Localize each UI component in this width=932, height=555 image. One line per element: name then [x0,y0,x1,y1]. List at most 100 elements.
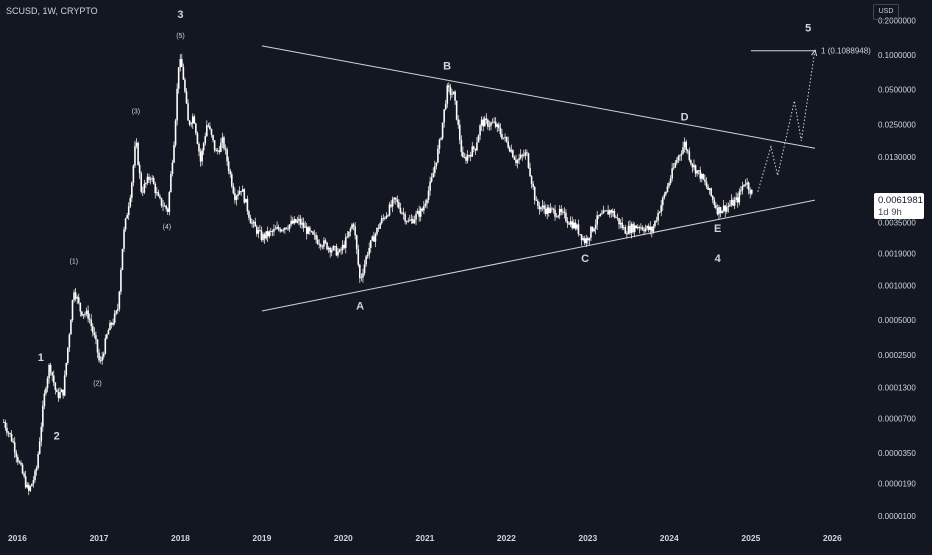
candle-body [666,186,669,192]
candle-body [704,179,706,182]
candle-body [176,88,178,121]
candle-body [160,198,163,206]
candle-body [391,199,394,207]
candle-body [251,223,253,224]
candle-body [93,332,96,336]
candle-body [415,213,417,220]
candle-body [24,476,27,488]
candle-body [116,308,119,311]
candle-body [605,210,608,212]
candle-body [365,256,367,265]
candle-body [374,234,377,242]
wave-labels-layer: 3 (5) (3) (4) (1) (2) 1 2 A B C D E 4 5 [38,9,812,443]
time-axis[interactable]: 2016 2017 2018 2019 2020 2021 2022 2023 2024 2025… [8,533,842,543]
candle-body [679,155,681,157]
candle-body [533,186,536,201]
candle-body [612,210,614,213]
candle-body [299,218,302,225]
candle-body [455,100,458,120]
candle-body [601,213,603,215]
candle-body [162,205,164,207]
candle-body [199,151,202,162]
candle-body [166,208,169,212]
candle-body [574,222,577,229]
candle-body [680,153,683,156]
candle-body [57,392,60,398]
candle-body [388,204,391,216]
candle-body [229,170,232,175]
candle-body [188,120,191,125]
candle-body [626,233,628,235]
candle-body [410,219,413,221]
candle-body [572,222,575,229]
candle-body [2,422,5,424]
candle-body [148,176,150,180]
candle-body [191,116,194,124]
candle-body [210,129,213,135]
time-tick-label: 2017 [90,533,109,543]
candle-body [524,152,527,156]
candle-body [348,231,350,237]
candle-body [110,322,113,325]
candle-body [338,249,341,252]
candle-body [515,159,517,164]
currency-button[interactable]: USD [873,4,899,20]
candle-body [335,246,338,256]
wave-label: (2) [93,381,102,388]
candle-body [234,193,236,201]
price-tick-label: 0.0000350 [878,449,916,458]
candle-body [170,173,172,193]
candle-body [587,238,589,241]
time-tick-label: 2019 [252,533,271,543]
candle-body [77,297,80,303]
candle-body [42,405,44,427]
price-tick-label: 0.0130000 [878,153,916,162]
price-axis[interactable]: 0.2000000 0.1000000 0.0500000 0.0250000 0.01… [878,16,916,521]
target-label: 1 (0.1088948) [821,47,871,56]
candle-body [735,197,737,201]
candle-body [65,362,68,376]
candles-layer [2,53,753,496]
candle-body [245,198,247,203]
candle-body [349,228,352,232]
candle-body [179,59,182,68]
candle-body [23,473,25,477]
candle-body [483,118,486,127]
candle-body [485,118,488,120]
candle-body [209,126,211,130]
candle-body [496,124,499,127]
candle-body [354,226,356,236]
candle-body [276,227,278,229]
projection-path [757,50,816,192]
price-tick-label: 0.0000100 [878,512,916,521]
candle-body [193,116,196,124]
candle-body [301,222,303,225]
candle-body [316,239,319,244]
candle-body [616,217,619,219]
candle-body [555,216,558,218]
candle-body [701,174,703,179]
candle-body [443,109,445,123]
candle-body [405,221,408,223]
candle-body [343,244,346,248]
candle-body [157,192,160,197]
candle-body [697,170,700,172]
candle-body [502,137,505,139]
candle-body [476,142,478,151]
candle-body [273,229,275,232]
candle-body [427,190,430,200]
candle-body [287,228,289,230]
candle-body [671,168,673,179]
candle-body [63,375,66,396]
candle-body [440,138,442,140]
wave-label: B [443,60,451,72]
candle-body [326,242,328,250]
candle-body [604,210,606,212]
candle-body [204,136,207,144]
candle-body [224,148,227,150]
candle-body [385,215,388,219]
candle-body [341,244,344,251]
candle-body [163,205,166,207]
